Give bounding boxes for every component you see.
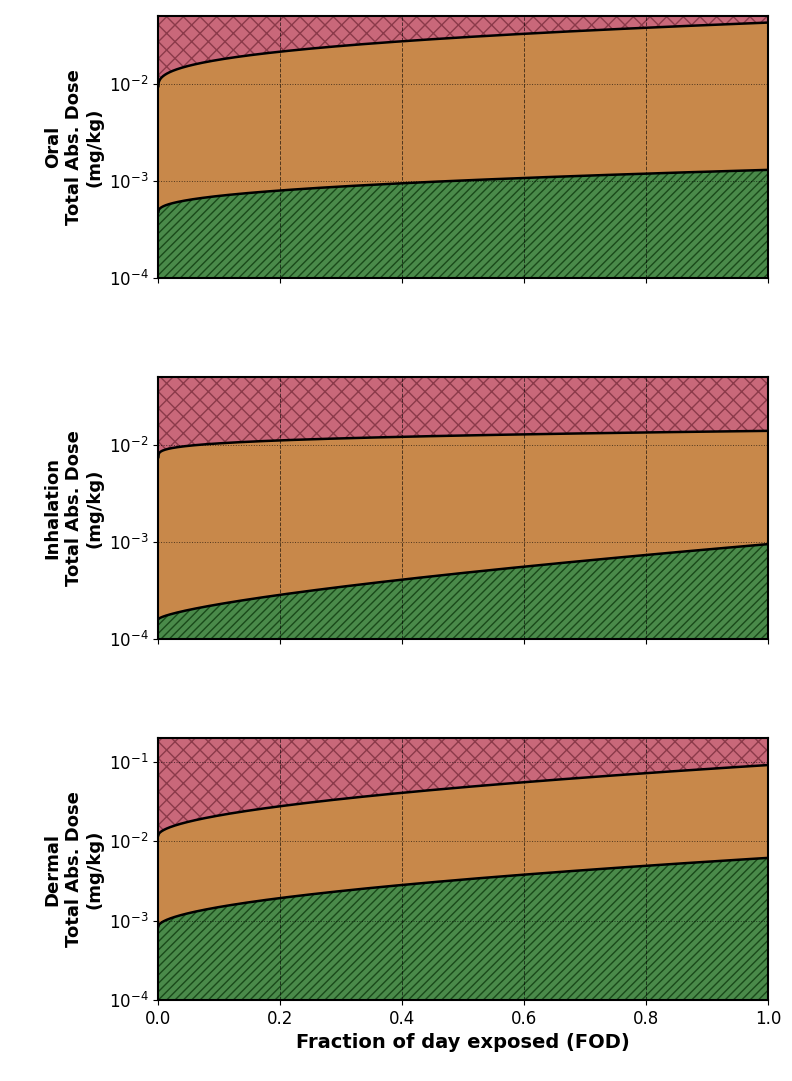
Y-axis label: Oral
Total Abs. Dose
(mg/kg): Oral Total Abs. Dose (mg/kg) <box>44 69 103 225</box>
Y-axis label: Inhalation
Total Abs. Dose
(mg/kg): Inhalation Total Abs. Dose (mg/kg) <box>44 430 103 586</box>
X-axis label: Fraction of day exposed (FOD): Fraction of day exposed (FOD) <box>296 1033 630 1052</box>
Y-axis label: Dermal
Total Abs. Dose
(mg/kg): Dermal Total Abs. Dose (mg/kg) <box>44 791 103 947</box>
